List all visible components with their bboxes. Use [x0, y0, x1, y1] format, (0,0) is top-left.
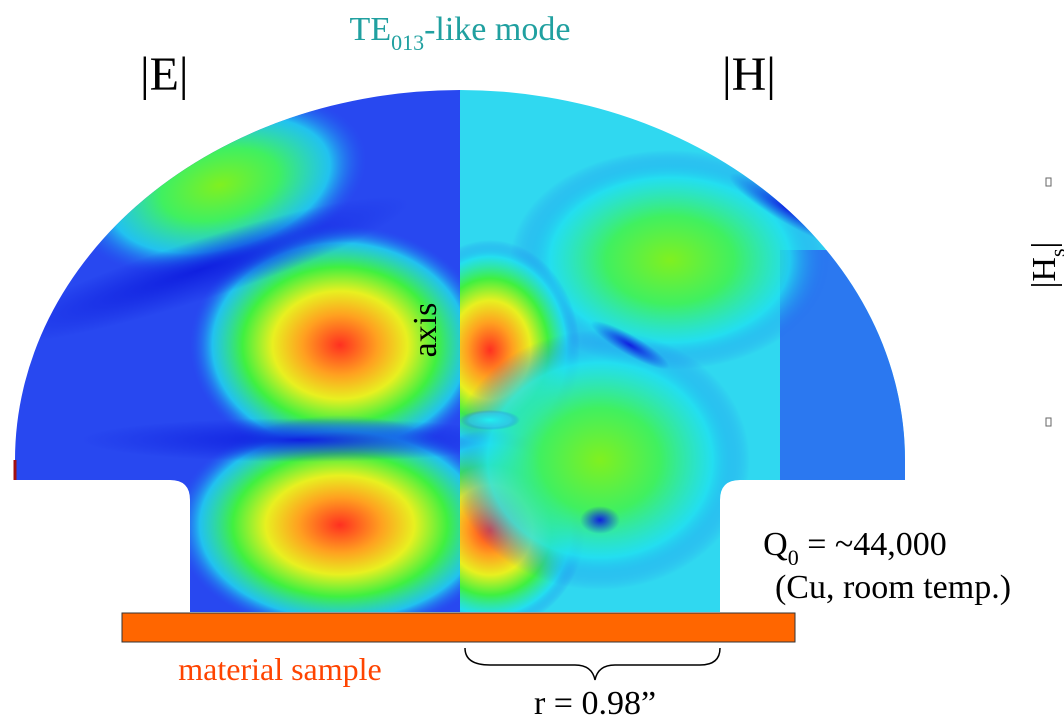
sample-plate	[121, 612, 796, 643]
side-main: |H	[1026, 257, 1063, 288]
side-label: |Hs|	[1026, 242, 1064, 289]
title-main: TE	[350, 11, 392, 48]
title: TE013-like mode	[350, 11, 571, 55]
q-rest: = ~44,000	[799, 526, 947, 563]
side-sub: s	[1045, 248, 1064, 257]
side-mark	[1045, 417, 1052, 427]
q-sub: 0	[788, 545, 799, 570]
left-label: |E|	[140, 48, 189, 101]
conditions: (Cu, room temp.)	[775, 569, 1011, 606]
side-mark	[1045, 177, 1052, 187]
title-sub: 013	[391, 30, 424, 55]
axis-label: axis	[407, 303, 444, 358]
side-rest: |	[1026, 242, 1063, 249]
right-label: |H|	[722, 48, 776, 101]
radius-label: r = 0.98”	[534, 685, 656, 721]
radius-brace	[464, 647, 721, 681]
title-rest: -like mode	[424, 11, 570, 48]
sample-label: material sample	[178, 651, 381, 687]
q-factor: Q0 = ~44,000	[763, 526, 947, 570]
q-main: Q	[763, 526, 788, 563]
